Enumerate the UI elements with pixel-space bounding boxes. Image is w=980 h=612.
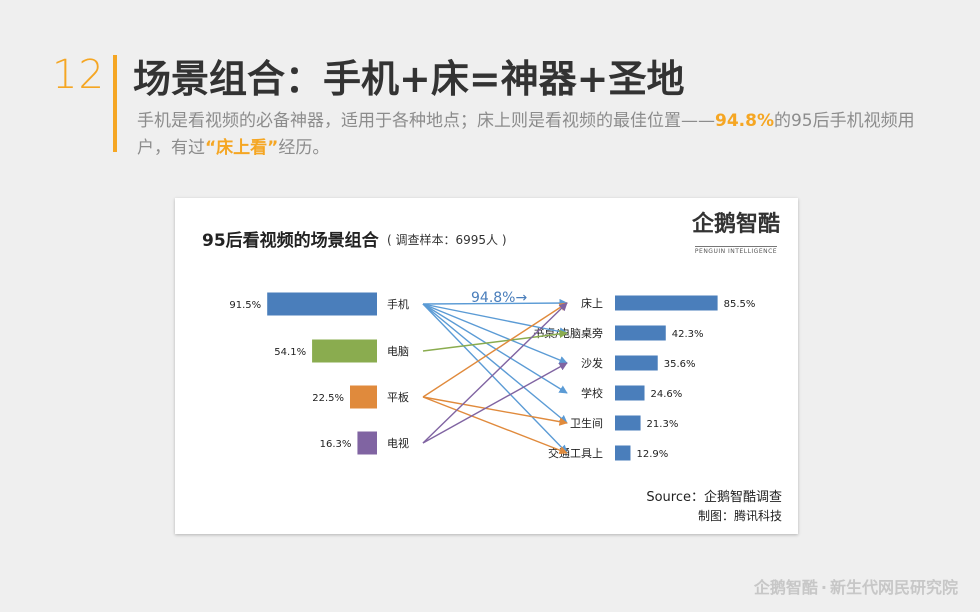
- subtitle-text-2: 的95后手机视频用户，有过: [137, 111, 915, 158]
- link-arrow: [422, 303, 568, 336]
- device-category-label: 电脑: [387, 345, 409, 358]
- device-bar: [312, 339, 377, 363]
- link-arrow: [422, 329, 568, 352]
- chart-title: 95后看视频的场景组合: [202, 231, 379, 251]
- scene-bar: [615, 385, 645, 401]
- link-arrow: [422, 303, 568, 454]
- scene-value-label: 42.3%: [672, 329, 704, 340]
- subtitle-highlight-2: “床上看”: [205, 138, 279, 158]
- chart-svg: 91.5% 手机 54.1% 电脑 22.5% 平板 16.3% 电视 85.5% 床上 42.3%…: [229, 290, 756, 461]
- device-category-label: 平板: [387, 390, 409, 404]
- accent-bar: [113, 55, 117, 152]
- logo-cn-text: 企鹅智酷: [691, 212, 780, 237]
- scene-value-label: 21.3%: [647, 419, 679, 430]
- footer-separator: ·: [820, 578, 827, 597]
- subtitle-text-1: 手机是看视频的必备神器，适用于各种地点；床上则是看视频的最佳位置——: [137, 111, 715, 131]
- chart-card: 95后看视频的场景组合 ( 调查样本：6995人 ) 企鹅智酷 PENGUIN …: [175, 198, 798, 534]
- link-arrow: [422, 362, 568, 444]
- slide-number: 12: [52, 52, 105, 98]
- link-arrow: [422, 303, 568, 365]
- link-arrow: [422, 396, 568, 455]
- device-value-label: 54.1%: [274, 347, 306, 358]
- callout-label: 94.8%→: [471, 290, 527, 306]
- footer-brand: 企鹅智酷 · 新生代网民研究院: [754, 574, 958, 598]
- device-bar: [267, 292, 377, 316]
- chart-subtitle: ( 调查样本：6995人 ): [387, 233, 507, 247]
- scene-bar: [615, 415, 641, 431]
- page-title: 场景组合：手机+床=神器+圣地: [133, 57, 685, 101]
- device-value-label: 22.5%: [312, 393, 344, 404]
- device-bar: [357, 431, 377, 455]
- scene-value-label: 12.9%: [636, 449, 668, 460]
- penguin-logo: 企鹅智酷 PENGUIN INTELLIGENCE: [688, 206, 784, 255]
- footer-org: 新生代网民研究院: [829, 578, 958, 597]
- link-arrow: [422, 302, 568, 444]
- scene-value-label: 85.5%: [724, 299, 756, 310]
- scene-bar: [615, 325, 666, 341]
- link-arrow: [422, 303, 568, 424]
- scene-bar: [615, 295, 718, 311]
- scene-category-label: 床上: [581, 296, 603, 310]
- scene-bar: [615, 445, 631, 461]
- device-category-label: 手机: [387, 297, 409, 311]
- chart-credit: 制图：腾讯科技: [697, 509, 782, 523]
- device-bar: [350, 385, 377, 409]
- scene-bar: [615, 355, 658, 371]
- chart-source: Source：企鹅智酷调查: [646, 490, 782, 505]
- subtitle-text-3: 经历。: [278, 138, 330, 158]
- page-subtitle: 手机是看视频的必备神器，适用于各种地点；床上则是看视频的最佳位置——94.8%的…: [137, 108, 937, 162]
- subtitle-highlight-1: 94.8%: [715, 111, 774, 131]
- device-value-label: 91.5%: [229, 300, 261, 311]
- scene-category-label: 沙发: [581, 356, 603, 370]
- link-arrow: [422, 303, 568, 394]
- device-value-label: 16.3%: [320, 439, 352, 450]
- footer-logo-text: 企鹅智酷: [753, 578, 818, 597]
- scene-value-label: 35.6%: [664, 359, 696, 370]
- link-arrow: [422, 302, 568, 398]
- scene-category-label: 学校: [581, 386, 603, 400]
- link-arrow: [422, 298, 568, 308]
- logo-en-text: PENGUIN INTELLIGENCE: [694, 246, 778, 255]
- device-category-label: 电视: [387, 436, 409, 450]
- scene-value-label: 24.6%: [651, 389, 683, 400]
- link-arrow: [422, 396, 568, 426]
- scene-category-label: 卫生间: [570, 416, 603, 430]
